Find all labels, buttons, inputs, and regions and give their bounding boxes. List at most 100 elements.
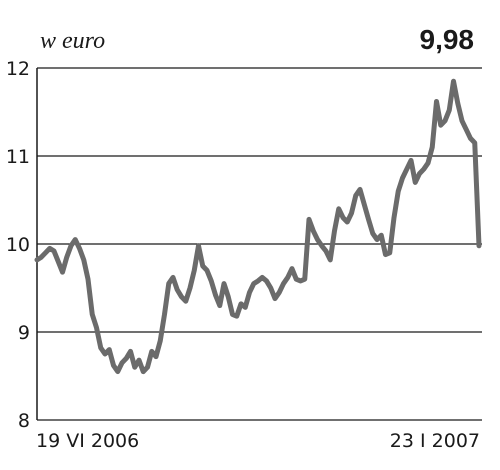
y-tick-label-10: 10 [6, 234, 30, 256]
data-point [197, 245, 200, 247]
last-value-label: 9,98 [420, 24, 475, 55]
data-point [316, 239, 319, 241]
data-point [397, 190, 399, 192]
data-point [278, 291, 280, 293]
data-point [112, 364, 115, 367]
data-point [329, 259, 331, 261]
data-point [138, 359, 140, 361]
data-point [478, 245, 480, 247]
grid-layer [37, 67, 482, 421]
data-point [287, 276, 289, 279]
series-line-0 [34, 78, 482, 375]
data-point [440, 124, 442, 126]
data-point [308, 218, 310, 220]
data-point [431, 146, 433, 148]
data-point [151, 350, 153, 352]
data-point [74, 239, 76, 241]
data-point [236, 315, 238, 317]
data-point [134, 366, 136, 368]
data-point [376, 239, 378, 241]
y-tick-labels: 8 9 10 11 12 [6, 58, 30, 432]
data-point [274, 297, 276, 300]
data-point [261, 276, 263, 279]
data-point [325, 250, 327, 252]
data-point [389, 252, 391, 254]
data-point [66, 256, 68, 258]
data-point [367, 218, 370, 220]
data-point [282, 283, 285, 285]
data-point [44, 252, 47, 254]
y-tick-label-12: 12 [6, 58, 30, 80]
data-point [168, 283, 170, 285]
data-point [342, 217, 344, 219]
data-point [363, 203, 365, 205]
y-tick-label-11: 11 [6, 146, 30, 168]
data-point [295, 278, 297, 280]
y-tick-label-8: 8 [18, 410, 30, 432]
data-point [227, 296, 229, 298]
data-point [180, 296, 183, 298]
data-point [401, 177, 404, 179]
data-point [384, 253, 387, 256]
data-point [231, 313, 234, 315]
data-point [49, 247, 51, 249]
data-point [176, 289, 178, 291]
data-point [185, 300, 187, 302]
x-end-label: 23 I 2007 [390, 430, 480, 452]
data-point [87, 278, 89, 280]
data-point [202, 265, 204, 267]
data-point [223, 283, 225, 285]
data-point [163, 313, 166, 315]
data-point [40, 256, 42, 258]
data-point [312, 230, 314, 232]
data-point [117, 371, 119, 373]
data-point [155, 356, 157, 358]
unit-label: w euro [40, 28, 105, 54]
data-point [393, 217, 395, 219]
data-point [406, 168, 408, 170]
data-point [193, 269, 195, 271]
data-point [189, 287, 191, 289]
data-point [410, 159, 412, 161]
data-point [172, 276, 174, 279]
data-point [210, 280, 212, 282]
data-point [423, 168, 425, 170]
data-point [61, 271, 64, 273]
data-point [452, 80, 455, 82]
data-point [380, 234, 382, 236]
data-point [53, 250, 55, 252]
data-point [214, 294, 217, 296]
data-point [70, 245, 72, 247]
data-point [125, 357, 127, 359]
series-layer [34, 78, 482, 375]
data-point [36, 259, 38, 261]
data-point [83, 259, 85, 261]
data-point [219, 305, 221, 307]
data-point [465, 129, 467, 131]
data-point [414, 181, 416, 183]
data-point [244, 306, 246, 308]
data-point [248, 291, 251, 293]
data-point [159, 340, 161, 342]
data-point [359, 188, 361, 191]
data-point [270, 287, 272, 289]
data-point [372, 232, 374, 235]
data-point [108, 349, 110, 351]
data-point [355, 195, 357, 197]
data-point [350, 212, 353, 214]
data-point [253, 283, 255, 285]
data-point [474, 142, 476, 144]
x-start-label: 19 VI 2006 [36, 430, 139, 452]
data-point [321, 245, 323, 247]
data-point [257, 280, 259, 282]
data-point [469, 137, 472, 139]
data-point [457, 102, 459, 104]
data-point [304, 278, 306, 280]
data-point [444, 120, 446, 122]
y-tick-label-9: 9 [18, 322, 30, 344]
data-point [57, 261, 59, 263]
data-point [346, 221, 348, 223]
data-point [104, 353, 106, 355]
data-point [338, 208, 340, 210]
data-point [78, 247, 81, 249]
